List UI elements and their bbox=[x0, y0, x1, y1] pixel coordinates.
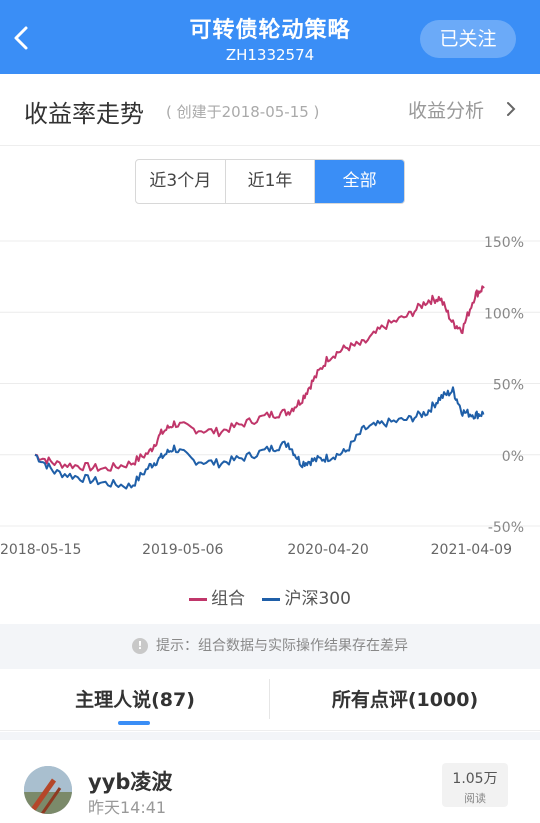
active-tab-indicator bbox=[118, 721, 150, 725]
divider bbox=[0, 145, 540, 146]
series-line-portfolio bbox=[34, 285, 485, 472]
y-tick-label: 50% bbox=[493, 378, 524, 394]
back-arrow-icon bbox=[14, 26, 28, 50]
read-count: 1.05万 bbox=[452, 771, 498, 787]
tab-all-comments[interactable]: 所有点评(1000) bbox=[331, 689, 479, 711]
series-line-hs300 bbox=[34, 386, 485, 490]
x-tick-label: 2021-04-09 bbox=[431, 542, 512, 558]
legend-label: 沪深300 bbox=[284, 589, 351, 609]
legend-label: 组合 bbox=[211, 589, 246, 609]
profit-analysis-link[interactable]: 收益分析 bbox=[408, 100, 485, 122]
avatar[interactable] bbox=[24, 766, 72, 814]
post-time: 昨天14:41 bbox=[88, 798, 167, 817]
x-tick-label: 2020-04-20 bbox=[287, 542, 368, 558]
section-title: 收益率走势 bbox=[24, 100, 144, 128]
chart-legend: 组合 沪深300 bbox=[0, 584, 540, 609]
created-date: ( 创建于2018-05-15 ) bbox=[166, 103, 320, 121]
range-1y-button[interactable]: 近1年 bbox=[226, 160, 316, 203]
y-tick-label: 150% bbox=[484, 235, 524, 251]
x-tick-label: 2018-05-15 bbox=[0, 542, 81, 558]
legend-swatch bbox=[262, 597, 281, 601]
back-button[interactable] bbox=[6, 18, 38, 58]
legend-swatch bbox=[189, 597, 208, 601]
disclaimer-bar: ! 提示：组合数据与实际操作结果存在差异 bbox=[0, 624, 540, 669]
range-selector: 近3个月 近1年 全部 bbox=[135, 159, 405, 204]
x-tick-label: 2019-05-06 bbox=[142, 542, 223, 558]
avatar-image bbox=[24, 766, 72, 814]
y-tick-label: 0% bbox=[502, 449, 524, 465]
read-count-badge: 1.05万 阅读 bbox=[442, 763, 508, 807]
return-chart: 150% 100% 50% 0% -50% 2018-05-15 2019-05-06 202… bbox=[0, 235, 540, 558]
portfolio-code: ZH1332574 bbox=[225, 46, 315, 64]
tab-manager-posts[interactable]: 主理人说(87) bbox=[75, 689, 195, 711]
y-tick-label: -50% bbox=[488, 520, 524, 536]
chevron-right-icon[interactable] bbox=[504, 100, 518, 118]
follow-button[interactable]: 已关注 bbox=[420, 20, 516, 58]
range-all-button[interactable]: 全部 bbox=[315, 160, 404, 203]
tab-separator bbox=[269, 679, 270, 719]
read-label: 阅读 bbox=[464, 792, 486, 805]
content-tabs: 主理人说(87) 所有点评(1000) bbox=[0, 669, 540, 731]
y-tick-label: 100% bbox=[484, 306, 524, 322]
info-icon: ! bbox=[132, 638, 148, 654]
author-name[interactable]: yyb凌波 bbox=[88, 770, 173, 794]
page-title: 可转债轮动策略 bbox=[189, 18, 351, 43]
range-3m-button[interactable]: 近3个月 bbox=[136, 160, 226, 203]
disclaimer-text: 提示：组合数据与实际操作结果存在差异 bbox=[156, 638, 408, 654]
legend-item-portfolio: 组合 bbox=[189, 584, 245, 609]
app-header: 可转债轮动策略 ZH1332574 已关注 bbox=[0, 0, 540, 74]
legend-item-hs300: 沪深300 bbox=[262, 584, 351, 609]
section-gap bbox=[0, 732, 540, 740]
